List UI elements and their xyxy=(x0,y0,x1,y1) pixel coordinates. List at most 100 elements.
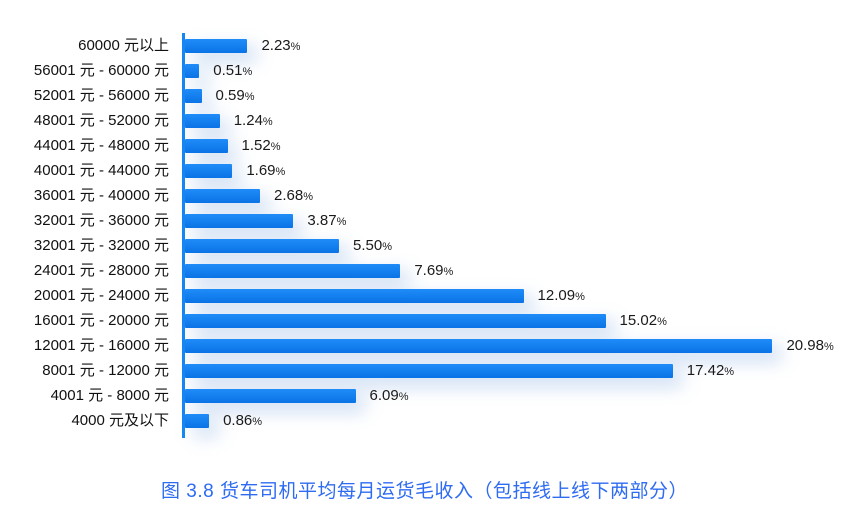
percent-sign: % xyxy=(262,115,273,128)
chart-row: 3.87% xyxy=(185,208,849,233)
category-label: 40001 元 - 44000 元 xyxy=(33,162,169,179)
category-label: 8001 元 - 12000 元 xyxy=(42,362,169,379)
chart-row: 1.24% xyxy=(185,108,849,133)
category-label: 56001 元 - 60000 元 xyxy=(33,62,169,79)
chart-row: 7.69% xyxy=(185,258,849,283)
percent-sign: % xyxy=(303,190,314,203)
value-number: 0.59 xyxy=(215,86,245,104)
bars-area: 2.23% 0.51% 0.59% 1.24% 1.52% 1.69% 2.68% 3.87%… xyxy=(182,33,849,438)
category-label: 36001 元 - 40000 元 xyxy=(33,187,169,204)
category-label: 48001 元 - 52000 元 xyxy=(33,112,169,129)
value-number: 1.52 xyxy=(241,136,271,154)
percent-sign: % xyxy=(336,215,347,228)
value-number: 1.69 xyxy=(246,161,276,179)
value-number: 7.69 xyxy=(414,261,444,279)
value-number: 0.86 xyxy=(223,411,253,429)
category-label: 32001 元 - 32000 元 xyxy=(33,237,169,254)
chart-row: 0.51% xyxy=(185,58,849,83)
value-label: 1.52% xyxy=(242,137,281,155)
category-label: 4000 元及以下 xyxy=(71,412,169,429)
category-axis: 60000 元以上 56001 元 - 60000 元 52001 元 - 5600… xyxy=(0,33,182,433)
chart-row: 1.52% xyxy=(185,133,849,158)
bar xyxy=(185,213,294,228)
value-label: 1.24% xyxy=(234,112,273,130)
value-label: 17.42% xyxy=(687,362,734,380)
chart-row: 2.68% xyxy=(185,183,849,208)
chart-row: 0.86% xyxy=(185,408,849,433)
bar xyxy=(185,388,356,403)
category-label: 44001 元 - 48000 元 xyxy=(33,137,169,154)
bar xyxy=(185,263,401,278)
percent-sign: % xyxy=(382,240,392,253)
percent-sign: % xyxy=(575,290,585,303)
bar xyxy=(185,163,233,178)
bar xyxy=(185,188,261,203)
percent-sign: % xyxy=(657,315,667,328)
chart-row: 2.23% xyxy=(185,33,849,58)
category-label: 60000 元以上 xyxy=(78,37,169,54)
value-number: 1.24 xyxy=(233,111,263,129)
value-number: 2.68 xyxy=(274,186,304,204)
percent-sign: % xyxy=(275,165,286,178)
chart-row: 5.50% xyxy=(185,233,849,258)
chart-row: 1.69% xyxy=(185,158,849,183)
bar xyxy=(185,38,248,53)
percent-sign: % xyxy=(823,340,834,353)
bar xyxy=(185,113,220,128)
category-label: 32001 元 - 36000 元 xyxy=(33,212,169,229)
percent-sign: % xyxy=(290,40,301,53)
value-number: 5.50 xyxy=(353,236,383,254)
category-label: 24001 元 - 28000 元 xyxy=(33,262,169,279)
chart-row: 15.02% xyxy=(185,308,849,333)
value-number: 0.51 xyxy=(213,61,243,79)
bar xyxy=(185,138,228,153)
bar xyxy=(185,88,202,103)
chart-row: 0.59% xyxy=(185,83,849,108)
percent-sign: % xyxy=(270,140,281,153)
value-label: 7.69% xyxy=(414,262,453,280)
value-label: 6.09% xyxy=(370,387,409,405)
percent-sign: % xyxy=(443,265,454,278)
percent-sign: % xyxy=(398,390,409,403)
value-label: 1.69% xyxy=(246,162,285,180)
value-label: 2.68% xyxy=(274,187,313,205)
category-label: 16001 元 - 20000 元 xyxy=(33,312,169,329)
value-label: 0.59% xyxy=(216,87,255,105)
chart-row: 17.42% xyxy=(185,358,849,383)
value-number: 17.42 xyxy=(686,361,725,379)
value-number: 6.09 xyxy=(369,386,399,404)
value-number: 3.87 xyxy=(307,211,337,229)
value-label: 0.51% xyxy=(213,62,252,80)
plot-area: 60000 元以上 56001 元 - 60000 元 52001 元 - 5600… xyxy=(0,33,849,438)
chart-caption: 图 3.8 货车司机平均每月运货毛收入（包括线上线下两部分） xyxy=(161,481,688,502)
bar xyxy=(185,288,524,303)
value-label: 2.23% xyxy=(261,37,300,55)
bar xyxy=(185,63,200,78)
value-label: 12.09% xyxy=(538,287,585,305)
category-label: 4001 元 - 8000 元 xyxy=(50,387,169,404)
percent-sign: % xyxy=(724,365,735,378)
bar xyxy=(185,313,606,328)
value-label: 0.86% xyxy=(223,412,262,430)
value-number: 15.02 xyxy=(619,311,658,329)
value-label: 3.87% xyxy=(307,212,346,230)
percent-sign: % xyxy=(242,65,253,78)
category-label: 52001 元 - 56000 元 xyxy=(33,87,169,104)
percent-sign: % xyxy=(244,90,255,103)
value-label: 15.02% xyxy=(620,312,667,330)
percent-sign: % xyxy=(252,415,263,428)
bar xyxy=(185,413,210,428)
bar xyxy=(185,338,773,353)
value-number: 2.23 xyxy=(261,36,291,54)
chart-row: 20.98% xyxy=(185,333,849,358)
bar xyxy=(185,238,339,253)
value-label: 5.50% xyxy=(353,237,392,255)
value-number: 20.98 xyxy=(786,336,824,354)
chart-row: 6.09% xyxy=(185,383,849,408)
category-label: 12001 元 - 16000 元 xyxy=(33,337,169,354)
value-number: 12.09 xyxy=(537,286,576,304)
value-label: 20.98% xyxy=(786,337,833,355)
chart-row: 12.09% xyxy=(185,283,849,308)
bar xyxy=(185,363,673,378)
